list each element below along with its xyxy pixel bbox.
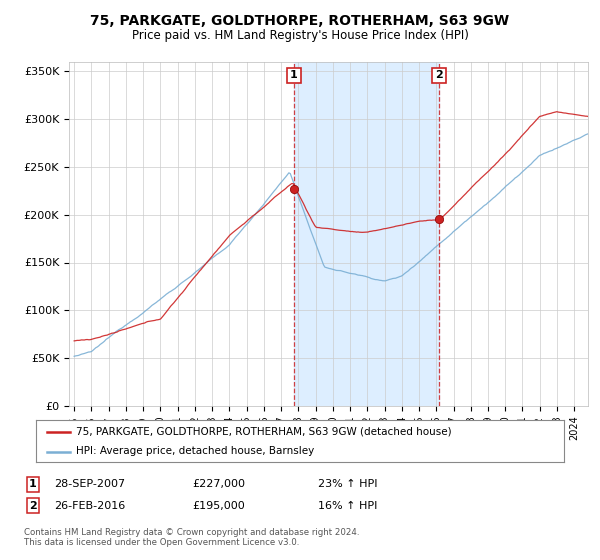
Text: 23% ↑ HPI: 23% ↑ HPI bbox=[318, 479, 377, 489]
Text: 2: 2 bbox=[29, 501, 37, 511]
Text: 2: 2 bbox=[435, 71, 443, 81]
Text: HPI: Average price, detached house, Barnsley: HPI: Average price, detached house, Barn… bbox=[76, 446, 314, 456]
Text: £195,000: £195,000 bbox=[192, 501, 245, 511]
Text: 26-FEB-2016: 26-FEB-2016 bbox=[54, 501, 125, 511]
Text: £227,000: £227,000 bbox=[192, 479, 245, 489]
Text: 16% ↑ HPI: 16% ↑ HPI bbox=[318, 501, 377, 511]
Text: 75, PARKGATE, GOLDTHORPE, ROTHERHAM, S63 9GW (detached house): 75, PARKGATE, GOLDTHORPE, ROTHERHAM, S63… bbox=[76, 427, 451, 437]
Text: Contains HM Land Registry data © Crown copyright and database right 2024.
This d: Contains HM Land Registry data © Crown c… bbox=[24, 528, 359, 547]
Bar bbox=[294, 62, 439, 406]
Text: 1: 1 bbox=[29, 479, 37, 489]
Text: Price paid vs. HM Land Registry's House Price Index (HPI): Price paid vs. HM Land Registry's House … bbox=[131, 29, 469, 42]
Text: 1: 1 bbox=[290, 71, 298, 81]
Text: 28-SEP-2007: 28-SEP-2007 bbox=[54, 479, 125, 489]
Text: 75, PARKGATE, GOLDTHORPE, ROTHERHAM, S63 9GW: 75, PARKGATE, GOLDTHORPE, ROTHERHAM, S63… bbox=[91, 14, 509, 28]
